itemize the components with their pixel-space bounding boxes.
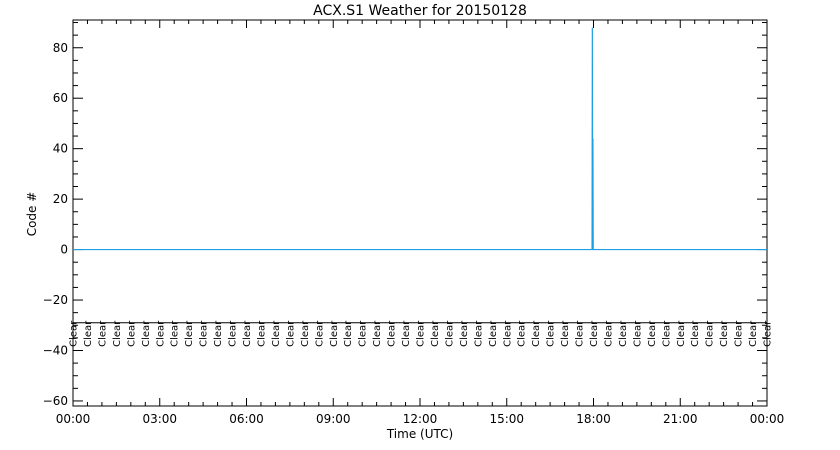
y-tick-label: 20 [53,192,68,206]
condition-label: Clear [632,320,643,347]
y-tick-label: 80 [53,41,68,55]
condition-label: Clear [358,320,369,347]
condition-label: Clear [83,320,94,347]
condition-label: Clear [329,320,340,347]
condition-label: Clear [199,320,210,347]
x-tick-label: 06:00 [229,412,264,426]
condition-label: Clear [734,320,745,347]
plot-frame [72,19,768,407]
y-tick-label: 60 [53,91,68,105]
condition-label: Clear [531,320,542,347]
condition-label: Clear [372,320,383,347]
condition-label: Clear [517,320,528,347]
y-tick-label: −40 [43,343,68,357]
condition-label: Clear [97,320,108,347]
condition-label: Clear [416,320,427,347]
x-axis-label: Time (UTC) [386,427,453,441]
condition-label: Clear [603,320,614,347]
x-tick-label: 09:00 [316,412,351,426]
y-tick-label: 40 [53,142,68,156]
y-tick-label: 0 [60,243,68,257]
condition-label: Clear [69,320,80,347]
condition-label: Clear [560,320,571,347]
y-tick-label: −20 [43,293,68,307]
y-tick-label: −60 [43,394,68,408]
series-line [73,27,767,251]
condition-label: Clear [271,320,282,347]
condition-label: Clear [300,320,311,347]
condition-label: Clear [213,320,224,347]
condition-label: Clear [430,320,441,347]
condition-label: Clear [228,320,239,347]
condition-label: Clear [112,320,123,347]
x-tick-label: 00:00 [56,412,91,426]
condition-label: Clear [705,320,716,347]
condition-label: Clear [184,320,195,347]
condition-label: Clear [502,320,513,347]
condition-label: Clear [401,320,412,347]
x-tick-label: 12:00 [403,412,438,426]
condition-label: Clear [155,320,166,347]
condition-label: Clear [141,320,152,347]
condition-label: Clear [314,320,325,347]
condition-label: Clear [444,320,455,347]
condition-label: Clear [488,320,499,347]
condition-label: Clear [589,320,600,347]
condition-label: Clear [748,320,759,347]
condition-label: Clear [763,320,774,347]
x-tick-label: 00:00 [750,412,785,426]
x-tick-label: 03:00 [142,412,177,426]
condition-label: Clear [719,320,730,347]
x-tick-label: 15:00 [489,412,524,426]
condition-label: Clear [459,320,470,347]
condition-label: Clear [285,320,296,347]
condition-label: Clear [575,320,586,347]
condition-label: Clear [618,320,629,347]
x-tick-label: 21:00 [663,412,698,426]
condition-label: Clear [473,320,484,347]
condition-label: Clear [546,320,557,347]
condition-label: Clear [647,320,658,347]
condition-label: Clear [126,320,137,347]
chart-title: ACX.S1 Weather for 20150128 [313,3,527,19]
plot-area: 00:00 03:00 06:00 09:00 12:00 15:00 18:00 21:00… [43,19,785,426]
condition-label: Clear [690,320,701,347]
condition-label: Clear [661,320,672,347]
condition-label: Clear [343,320,354,347]
x-tick-label: 18:00 [576,412,611,426]
condition-label: Clear [387,320,398,347]
condition-label: Clear [170,320,181,347]
condition-label: Clear [676,320,687,347]
condition-label: Clear [242,320,253,347]
condition-label: Clear [256,320,267,347]
y-axis-label: Code # [25,192,39,237]
